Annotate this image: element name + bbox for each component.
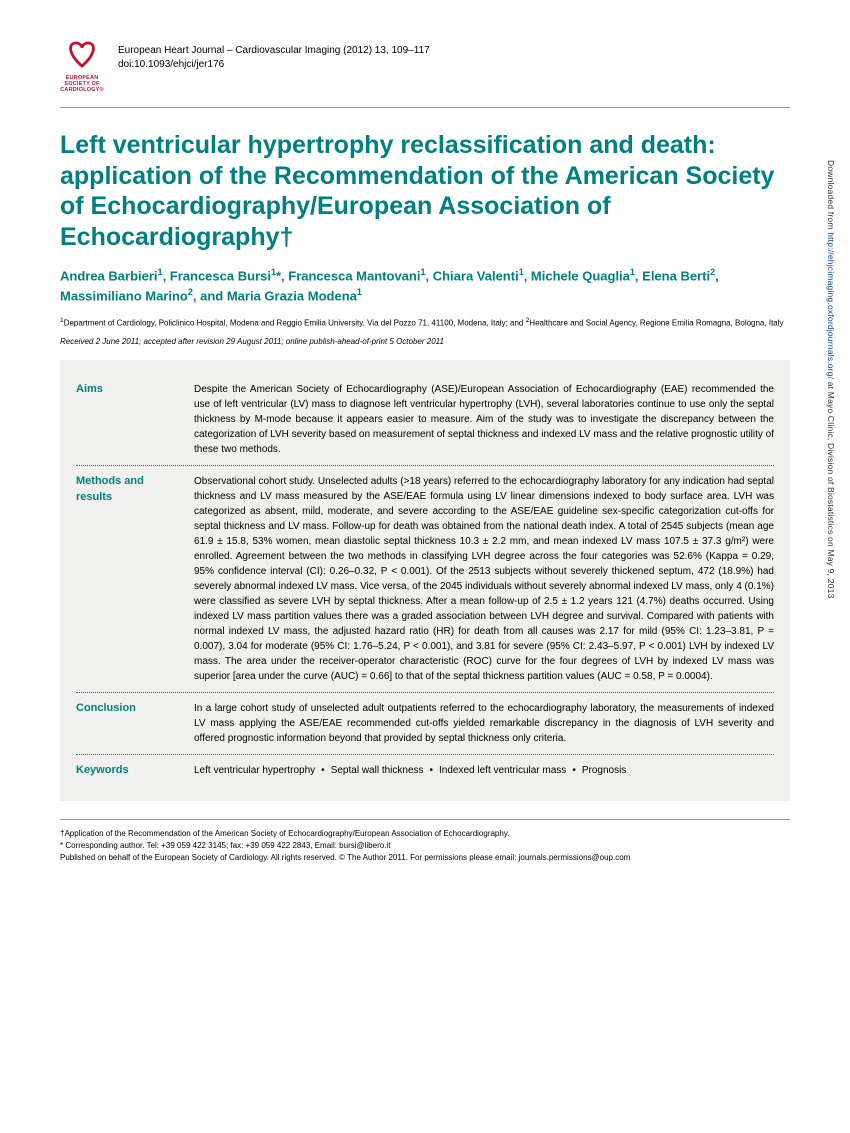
header: EUROPEAN SOCIETY OF CARDIOLOGY® European…	[60, 38, 790, 108]
sidenote-prefix: Downloaded from	[826, 160, 836, 232]
abstract-keywords-row: Keywords Left ventricular hypertrophy•Se…	[76, 754, 774, 786]
article-dates: Received 2 June 2011; accepted after rev…	[60, 337, 790, 346]
journal-info: European Heart Journal – Cardiovascular …	[118, 38, 430, 72]
journal-doi: doi:10.1093/ehjci/jer176	[118, 58, 430, 72]
heart-icon	[65, 38, 99, 68]
aims-text: Despite the American Society of Echocard…	[194, 382, 774, 457]
abstract-box: Aims Despite the American Society of Ech…	[60, 360, 790, 800]
footnote-published: Published on behalf of the European Soci…	[60, 852, 790, 864]
sidenote-suffix: at Mayo Clinic, Division of Biostatistic…	[826, 379, 836, 598]
page: EUROPEAN SOCIETY OF CARDIOLOGY® European…	[0, 0, 850, 894]
abstract-methods-row: Methods and results Observational cohort…	[76, 465, 774, 692]
bullet-icon: •	[315, 765, 331, 776]
article-title: Left ventricular hypertrophy reclassific…	[60, 130, 790, 252]
keyword-item: Indexed left ventricular mass	[439, 765, 566, 776]
keyword-item: Left ventricular hypertrophy	[194, 765, 315, 776]
bullet-icon: •	[566, 765, 582, 776]
footnote-dagger: †Application of the Recommendation of th…	[60, 828, 790, 840]
affiliations: 1Department of Cardiology, Policlinico H…	[60, 316, 790, 329]
sidenote-link[interactable]: http://ehjcimaging.oxfordjournals.org/	[826, 232, 836, 379]
methods-text: Observational cohort study. Unselected a…	[194, 474, 774, 684]
logo-text-3: CARDIOLOGY®	[60, 87, 104, 93]
footnotes: †Application of the Recommendation of th…	[60, 819, 790, 864]
keywords-label: Keywords	[76, 763, 176, 778]
conclusion-label: Conclusion	[76, 701, 176, 746]
download-sidenote: Downloaded from http://ehjcimaging.oxfor…	[826, 160, 836, 598]
bullet-icon: •	[424, 765, 440, 776]
conclusion-text: In a large cohort study of unselected ad…	[194, 701, 774, 746]
keyword-item: Septal wall thickness	[331, 765, 424, 776]
journal-citation: European Heart Journal – Cardiovascular …	[118, 44, 430, 58]
authors: Andrea Barbieri1, Francesca Bursi1*, Fra…	[60, 266, 790, 306]
keywords-list: Left ventricular hypertrophy•Septal wall…	[194, 763, 626, 778]
aims-label: Aims	[76, 382, 176, 457]
methods-label: Methods and results	[76, 474, 176, 684]
abstract-conclusion-row: Conclusion In a large cohort study of un…	[76, 692, 774, 754]
esc-logo: EUROPEAN SOCIETY OF CARDIOLOGY®	[60, 38, 104, 93]
footnote-corresponding: * Corresponding author. Tel: +39 059 422…	[60, 840, 790, 852]
keyword-item: Prognosis	[582, 765, 626, 776]
abstract-aims-row: Aims Despite the American Society of Ech…	[76, 374, 774, 465]
